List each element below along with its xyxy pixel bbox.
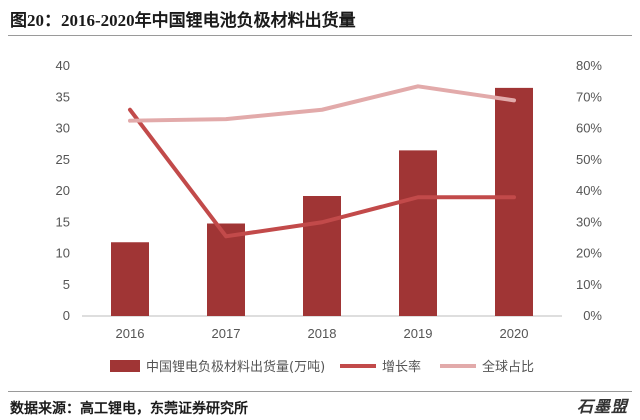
series-line (128, 107, 516, 239)
right-tick-label: 30% (576, 214, 602, 229)
left-tick-label: 10 (56, 246, 70, 261)
x-tick-label: 2018 (308, 326, 337, 341)
left-axis-ticks: 0 5 10 15 20 25 30 35 40 (56, 58, 70, 323)
left-tick-label: 25 (56, 152, 70, 167)
data-source: 数据来源：高工锂电，东莞证券研究所 (10, 402, 248, 417)
left-tick-label: 20 (56, 183, 70, 198)
legend: 中国锂电负极材料出货量(万吨) 增长率 全球占比 (110, 359, 534, 375)
right-tick-label: 20% (576, 246, 602, 261)
right-tick-label: 0% (583, 308, 602, 323)
x-tick-label: 2019 (404, 326, 433, 341)
right-tick-label: 70% (576, 89, 602, 104)
legend-swatch (110, 360, 140, 372)
left-tick-label: 35 (56, 89, 70, 104)
left-tick-label: 5 (63, 277, 70, 292)
legend-label: 中国锂电负极材料出货量(万吨) (146, 359, 325, 375)
left-tick-label: 0 (63, 308, 70, 323)
series-line (128, 84, 516, 123)
x-tick-label: 2016 (116, 326, 145, 341)
legend-label: 增长率 (382, 359, 421, 375)
chart-title: 图20：2016-2020年中国锂电池负极材料出货量 (10, 11, 356, 30)
bar-series (111, 87, 533, 316)
left-tick-label: 40 (56, 58, 70, 73)
right-tick-label: 80% (576, 58, 602, 73)
legend-label: 全球占比 (482, 359, 534, 375)
bar (111, 242, 149, 316)
right-axis-ticks: 0% 10% 20% 30% 40% 50% 60% 70% 80% (576, 58, 602, 323)
source-divider (8, 391, 632, 392)
x-tick-label: 2017 (212, 326, 241, 341)
title-divider (8, 35, 632, 36)
bar (495, 87, 533, 316)
right-tick-label: 40% (576, 183, 602, 198)
bar (207, 223, 245, 316)
left-tick-label: 15 (56, 214, 70, 229)
right-tick-label: 50% (576, 152, 602, 167)
line-series (128, 84, 516, 239)
bar (303, 196, 341, 316)
x-axis-ticks: 2016 2017 2018 2019 2020 (116, 326, 529, 341)
watermark-logo: 石墨盟 (576, 397, 628, 416)
right-tick-label: 60% (576, 121, 602, 136)
bar (399, 150, 437, 316)
left-tick-label: 30 (56, 121, 70, 136)
chart-svg: 0 5 10 15 20 25 30 35 40 0% 10% 20% 30% 40% 50% 60% 70%… (56, 58, 603, 375)
x-tick-label: 2020 (500, 326, 529, 341)
right-tick-label: 10% (576, 277, 602, 292)
